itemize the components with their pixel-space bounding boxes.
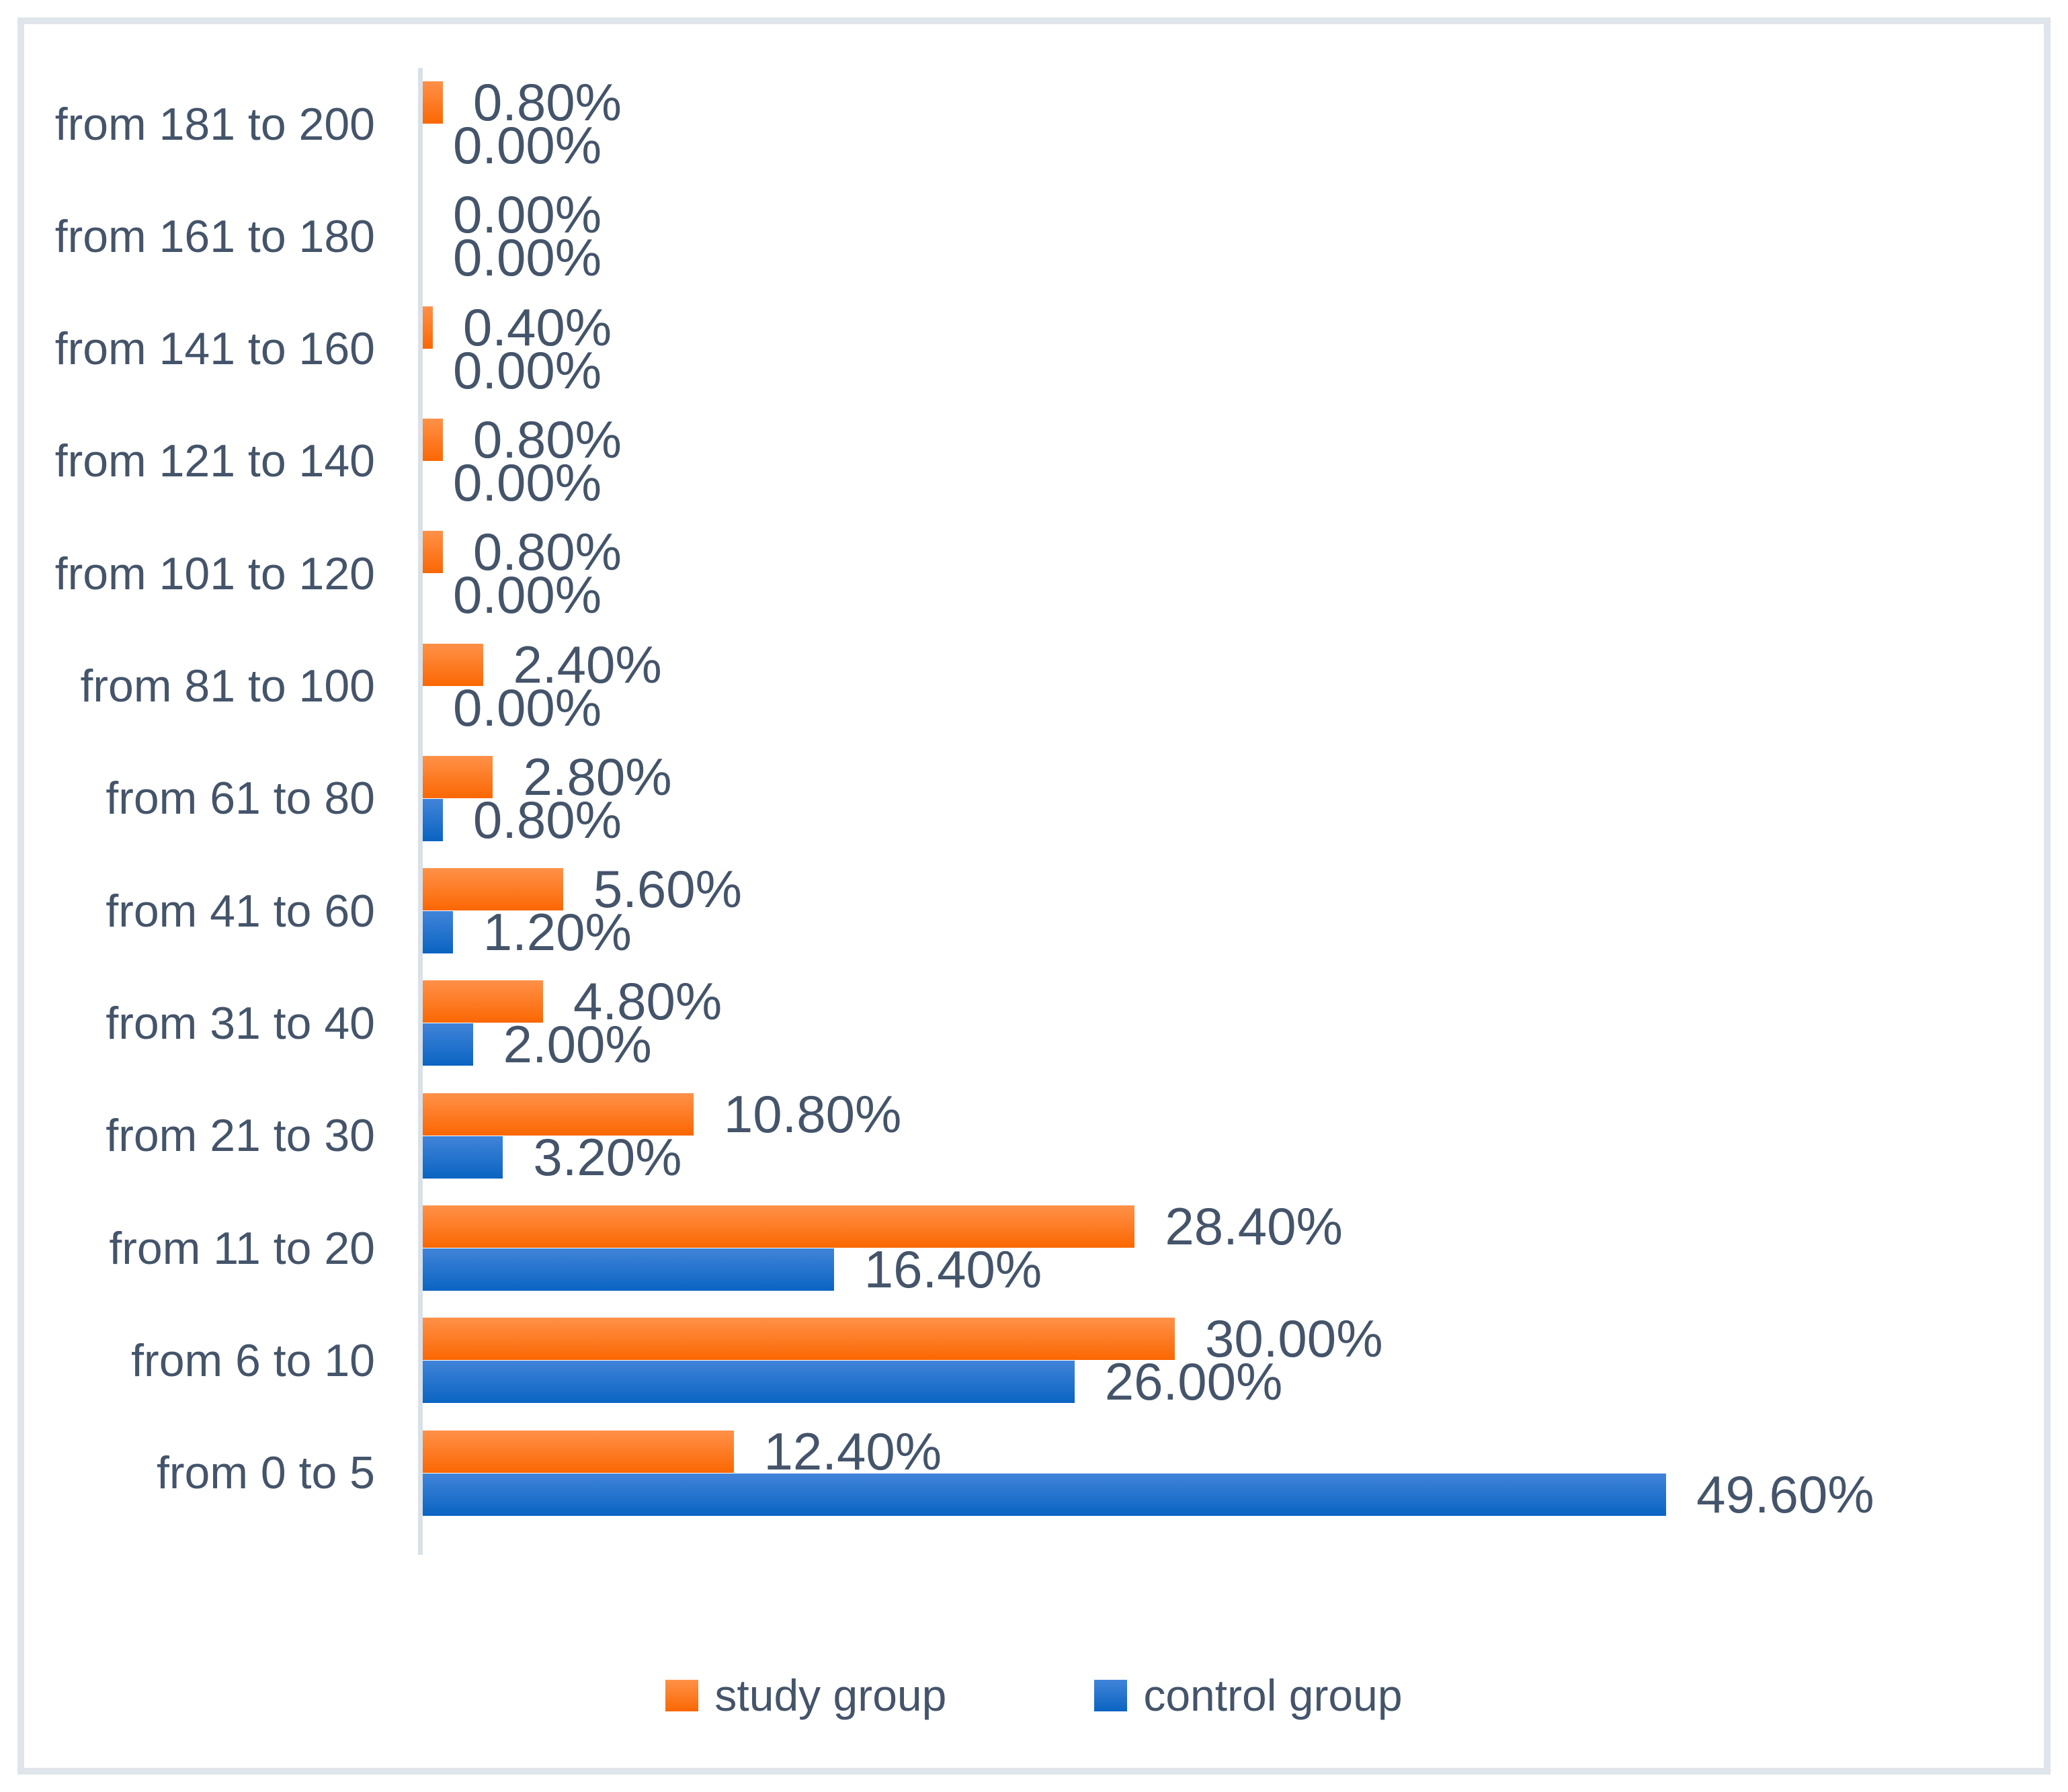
category-label: from 81 to 100 <box>80 660 375 712</box>
data-label-study-group: 0.40% <box>462 297 612 357</box>
category-label: from 141 to 160 <box>54 323 375 375</box>
legend-item-study-group: study group <box>665 1670 946 1721</box>
legend-label-control-group: control group <box>1143 1670 1403 1720</box>
data-label-control-group: 1.20% <box>483 902 632 962</box>
data-label-control-group: 0.00% <box>453 677 602 737</box>
bar-control-group <box>423 1248 834 1291</box>
chart-row: 2.80% 0.80% <box>423 742 2032 855</box>
chart-row: 0.40% 0.00% <box>423 293 2032 405</box>
data-label-control-group: 3.20% <box>533 1127 682 1187</box>
bar-study-group <box>423 1205 1135 1248</box>
bar-control-group <box>423 911 453 954</box>
data-label-study-group: 2.40% <box>513 634 662 694</box>
bar-study-group <box>423 306 433 349</box>
chart-row: 12.40% 49.60% <box>423 1417 2032 1529</box>
chart-row: 5.60% 1.20% <box>423 855 2032 967</box>
category-label: from 11 to 20 <box>109 1222 375 1274</box>
data-label-study-group: 12.40% <box>763 1421 942 1481</box>
category-label: from 121 to 140 <box>54 435 375 487</box>
data-label-control-group: 0.00% <box>453 565 602 625</box>
legend-item-control-group: control group <box>1094 1670 1403 1721</box>
data-label-study-group: 2.80% <box>523 746 672 806</box>
chart-row: 30.00% 26.00% <box>423 1304 2032 1416</box>
bar-study-group <box>423 1430 734 1473</box>
category-label: from 181 to 200 <box>54 98 375 150</box>
legend-swatch-study-group-icon <box>665 1679 699 1711</box>
data-label-study-group: 28.40% <box>1165 1197 1343 1256</box>
data-label-control-group: 0.00% <box>453 116 602 175</box>
data-label-control-group: 0.00% <box>453 452 602 512</box>
chart-row: 2.40% 0.00% <box>423 630 2032 742</box>
bar-study-group <box>423 81 443 124</box>
data-label-control-group: 2.00% <box>503 1015 652 1074</box>
category-label: from 21 to 30 <box>106 1110 375 1162</box>
bar-control-group <box>423 1136 503 1179</box>
bar-study-group <box>423 418 443 461</box>
data-label-study-group: 0.00% <box>453 185 602 245</box>
chart-row: 0.00% 0.00% <box>423 180 2032 292</box>
chart-row: 10.80% 3.20% <box>423 1080 2032 1192</box>
chart-row: 4.80% 2.00% <box>423 967 2032 1079</box>
data-label-control-group: 0.00% <box>453 228 602 288</box>
value-axis-line <box>418 68 423 1555</box>
data-label-control-group: 16.40% <box>864 1240 1042 1299</box>
bar-study-group <box>423 531 443 574</box>
data-label-study-group: 4.80% <box>573 972 722 1031</box>
chart-row: 28.40% 16.40% <box>423 1192 2032 1304</box>
bar-study-group <box>423 643 483 686</box>
bar-control-group <box>423 1473 1667 1516</box>
bar-control-group <box>423 1023 473 1066</box>
data-label-study-group: 10.80% <box>723 1084 902 1144</box>
legend: study group control group <box>24 1670 2044 1721</box>
legend-label-study-group: study group <box>714 1670 947 1720</box>
data-label-study-group: 30.00% <box>1205 1309 1383 1369</box>
category-label: from 101 to 120 <box>54 548 375 599</box>
data-label-control-group: 0.00% <box>453 340 602 400</box>
data-label-study-group: 0.80% <box>472 73 622 132</box>
chart-row: 0.80% 0.00% <box>423 405 2032 517</box>
category-axis: from 181 to 200 from 161 to 180 from 141 t… <box>24 68 418 1529</box>
data-label-control-group: 49.60% <box>1696 1464 1874 1524</box>
bar-study-group <box>423 1093 694 1136</box>
bar-study-group <box>423 868 563 911</box>
category-label: from 61 to 80 <box>106 773 375 824</box>
data-label-control-group: 0.80% <box>472 790 622 849</box>
category-label: from 31 to 40 <box>106 997 375 1049</box>
chart-row: 0.80% 0.00% <box>423 68 2032 180</box>
legend-swatch-control-group-icon <box>1094 1679 1128 1711</box>
data-label-study-group: 0.80% <box>472 409 622 469</box>
plot-area: 0.80% 0.00% 0.00% 0.00% 0.40% 0.00% 0.80% 0.00%… <box>423 68 2032 1529</box>
category-label: from 41 to 60 <box>106 885 375 937</box>
bar-study-group <box>423 1318 1175 1361</box>
chart-row: 0.80% 0.00% <box>423 517 2032 630</box>
bar-control-group <box>423 798 443 841</box>
chart-frame: from 181 to 200 from 161 to 180 from 141 t… <box>17 17 2051 1775</box>
data-label-study-group: 0.80% <box>472 522 622 582</box>
data-label-control-group: 26.00% <box>1104 1352 1283 1412</box>
category-label: from 6 to 10 <box>131 1334 375 1386</box>
category-label: from 161 to 180 <box>54 210 375 262</box>
bar-study-group <box>423 755 493 798</box>
data-label-study-group: 5.60% <box>593 859 743 919</box>
bar-control-group <box>423 1361 1075 1404</box>
bar-study-group <box>423 980 544 1023</box>
category-label: from 0 to 5 <box>156 1447 375 1499</box>
